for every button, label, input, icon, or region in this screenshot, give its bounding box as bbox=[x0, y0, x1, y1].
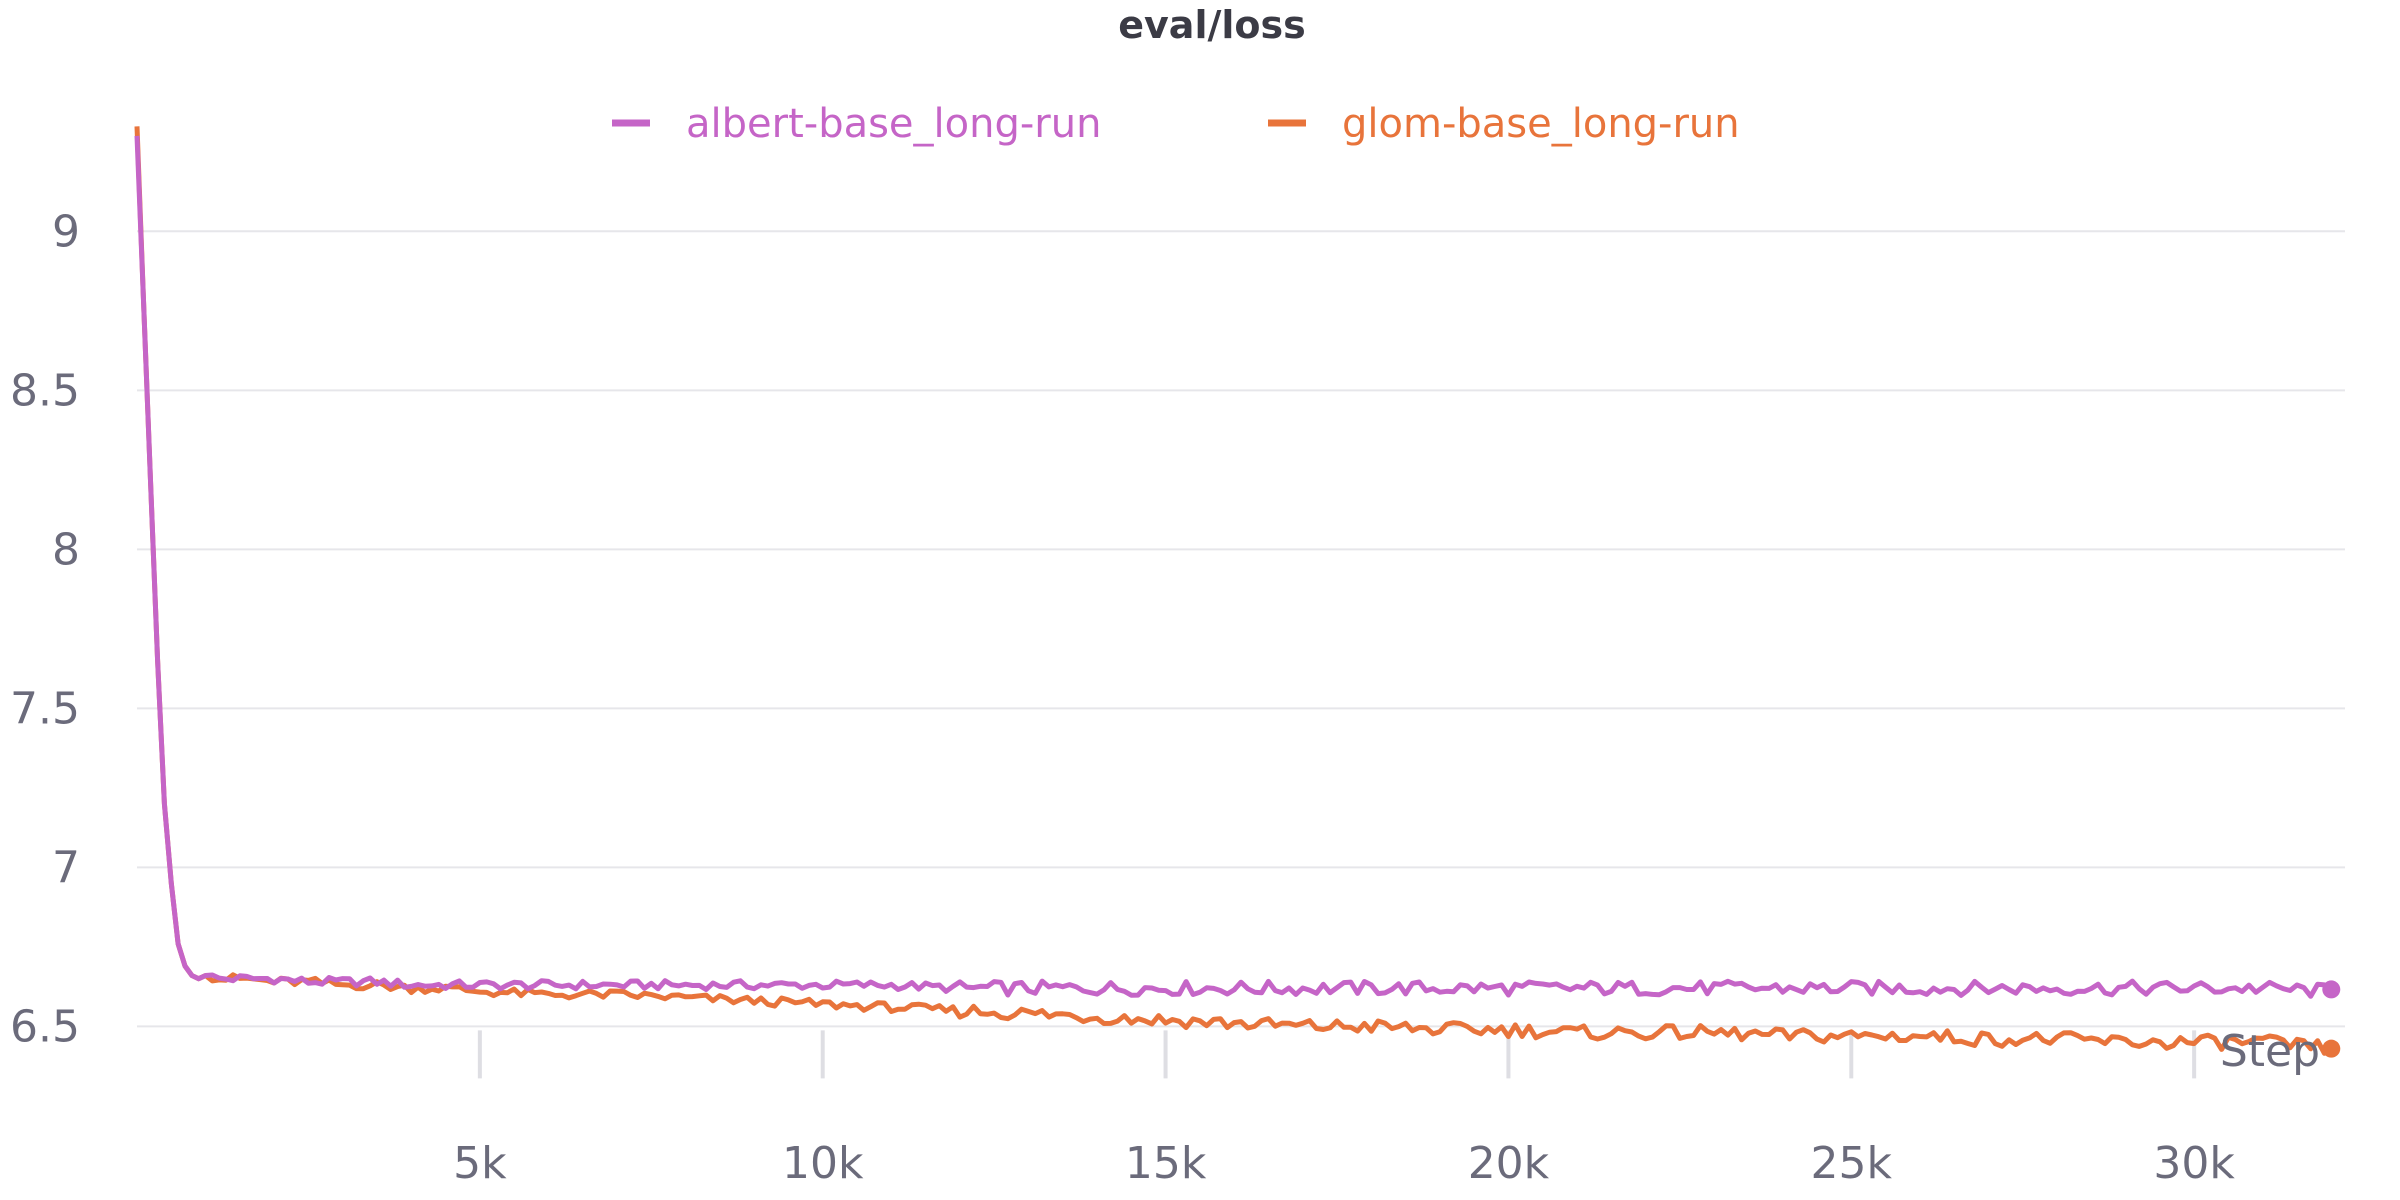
series-line bbox=[134, 135, 2333, 999]
x-axis-label: Step bbox=[2220, 1026, 2320, 1077]
series-line bbox=[134, 126, 2333, 1056]
series-endpoint bbox=[2322, 980, 2341, 999]
y-tick-label: 7 bbox=[52, 842, 80, 893]
series-endpoint bbox=[2322, 1039, 2341, 1058]
y-gridlines bbox=[137, 230, 2345, 1028]
legend-item: albert-base_long-run bbox=[612, 101, 1101, 147]
y-tick-label: 7.5 bbox=[10, 683, 80, 734]
legend-label: albert-base_long-run bbox=[686, 101, 1101, 147]
y-tick-label: 6.5 bbox=[10, 1001, 80, 1052]
y-tick-label: 8 bbox=[52, 524, 80, 575]
x-axis: 5k 10k 15k 20k 25k 30k bbox=[453, 1030, 2235, 1189]
y-axis: 6.5 7 7.5 8 8.5 9 bbox=[10, 206, 80, 1052]
series-layer bbox=[134, 126, 2341, 1058]
x-tick-label: 5k bbox=[453, 1138, 507, 1189]
legend: albert-base_long-run glom-base_long-run bbox=[612, 101, 1740, 147]
x-tick-label: 30k bbox=[2153, 1138, 2235, 1189]
legend-item: glom-base_long-run bbox=[1268, 101, 1740, 147]
chart-title: eval/loss bbox=[1118, 3, 1305, 47]
x-tick-label: 20k bbox=[1468, 1138, 1550, 1189]
x-tick-label: 15k bbox=[1125, 1138, 1207, 1189]
y-tick-label: 9 bbox=[52, 206, 80, 257]
x-tick-label: 10k bbox=[782, 1138, 864, 1189]
x-tick-label: 25k bbox=[1811, 1138, 1893, 1189]
y-tick-label: 8.5 bbox=[10, 365, 80, 416]
legend-label: glom-base_long-run bbox=[1342, 101, 1740, 147]
